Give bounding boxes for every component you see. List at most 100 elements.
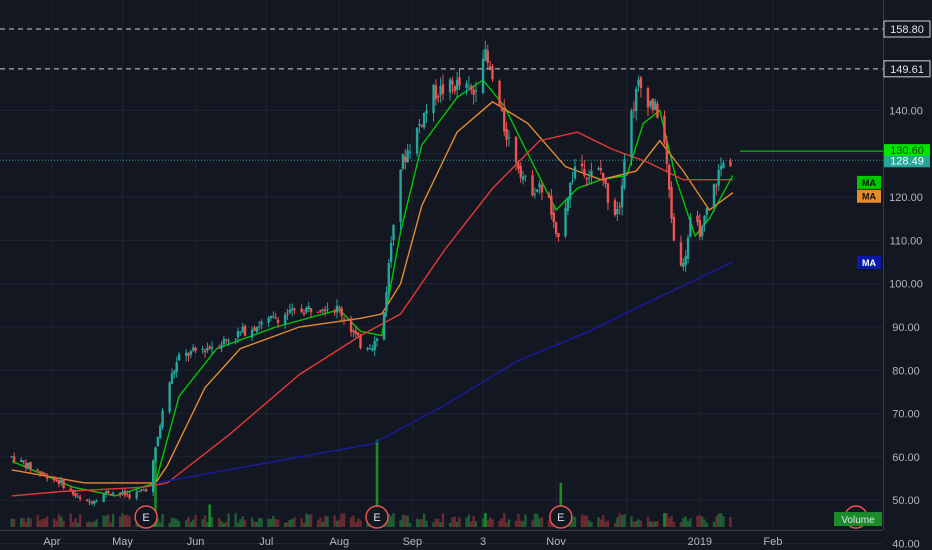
y-tick-label: 80.00 [892, 365, 920, 377]
candle-body [602, 172, 605, 181]
volume-bar [170, 517, 174, 527]
candle-body [342, 318, 346, 320]
price-label-box [883, 60, 931, 78]
volume-bar [36, 515, 39, 527]
volume-bar [667, 518, 671, 527]
volume-bar [389, 515, 393, 527]
volume-bar [319, 517, 322, 527]
volume-bar [43, 518, 46, 527]
candle-body [524, 175, 527, 177]
candle-body [519, 165, 522, 178]
candle-body [663, 115, 666, 143]
y-tick-label: 140.00 [889, 105, 923, 117]
candle-body [569, 182, 572, 200]
volume-bar [587, 520, 591, 527]
candle-body [159, 425, 162, 438]
volume-bar [227, 513, 230, 527]
time-axis[interactable]: Apr May Jun Jul Aug Sep 3 Nov 2019 Feb [43, 536, 782, 548]
y-tick-label: 100.00 [889, 279, 923, 291]
candle-body [587, 177, 591, 179]
candle-body [404, 156, 407, 162]
x-tick-label: Jul [259, 536, 273, 548]
volume-bar [481, 518, 485, 527]
volume-bar [126, 514, 129, 527]
volume-legend[interactable]: Volume [834, 512, 882, 526]
volume-bar [437, 518, 440, 527]
earnings-marker[interactable] [365, 505, 389, 529]
candle-body [121, 491, 124, 495]
volume-bar [290, 518, 294, 527]
candle-body [319, 309, 322, 312]
earnings-marker[interactable] [134, 505, 158, 529]
candle-body [175, 362, 178, 372]
volume-bar [90, 522, 94, 527]
ray-price-box [884, 144, 930, 157]
candle-body [604, 178, 607, 184]
earnings-marker[interactable] [549, 505, 573, 529]
volume-bar [663, 513, 666, 527]
candle-body [250, 329, 254, 338]
volume-bar [38, 520, 42, 527]
candle-body [653, 101, 657, 110]
volume-bar [309, 514, 313, 527]
price-label-box [883, 20, 931, 38]
volume-bar [104, 515, 108, 527]
candle-body [333, 311, 336, 313]
volume-bar [189, 521, 193, 527]
candle-body [533, 194, 537, 196]
volume-bar [260, 518, 263, 527]
candle-body [571, 180, 574, 182]
volume-bar [55, 520, 58, 527]
volume-bar [618, 513, 621, 527]
volume-bar [418, 519, 421, 527]
candle-body [484, 49, 487, 61]
volume-bar [342, 513, 346, 527]
volume-bar [111, 513, 115, 527]
candle-body [359, 335, 362, 348]
volume-bar [359, 520, 362, 527]
volume-bar [599, 519, 603, 527]
candle-body [467, 85, 471, 87]
candle-body [151, 460, 155, 493]
candle-body [354, 330, 358, 334]
volume-bar [630, 516, 633, 527]
volume-bar [432, 522, 435, 527]
volume-bar [222, 522, 226, 527]
candle-body [276, 319, 280, 324]
candle-body [74, 493, 77, 497]
candle-body [434, 85, 438, 99]
price-lines [0, 28, 883, 161]
candle-body [498, 80, 501, 107]
volume-bar [159, 522, 162, 527]
volume-bar [335, 520, 339, 527]
candle-body [470, 86, 473, 90]
candle-body [227, 340, 230, 342]
volume-bar [283, 522, 287, 527]
candle-body [686, 237, 690, 259]
candle-body [437, 96, 440, 98]
candle-body [465, 83, 468, 88]
candle-body [597, 168, 600, 170]
candle-body [326, 308, 329, 310]
volume-bar [507, 519, 511, 527]
candle-body [554, 221, 558, 234]
candle-body [722, 162, 725, 168]
candle-body [356, 332, 360, 336]
volume-bar [69, 513, 72, 527]
candle-body [272, 316, 275, 318]
candle-body [349, 318, 353, 333]
candle-body [255, 327, 259, 333]
candle-body [128, 494, 131, 499]
volume-bar [121, 513, 124, 527]
volume-bar [441, 513, 445, 527]
volume-bar [656, 521, 659, 527]
x-tick-label: Jun [187, 536, 205, 548]
ma-badge [857, 189, 881, 203]
candle-body [184, 352, 188, 356]
candle-body [531, 175, 534, 196]
volume-bar [93, 521, 96, 527]
volume-bar [491, 519, 494, 527]
volume-bar [703, 519, 706, 527]
candle-body [206, 348, 209, 351]
volume-bar [524, 514, 527, 527]
